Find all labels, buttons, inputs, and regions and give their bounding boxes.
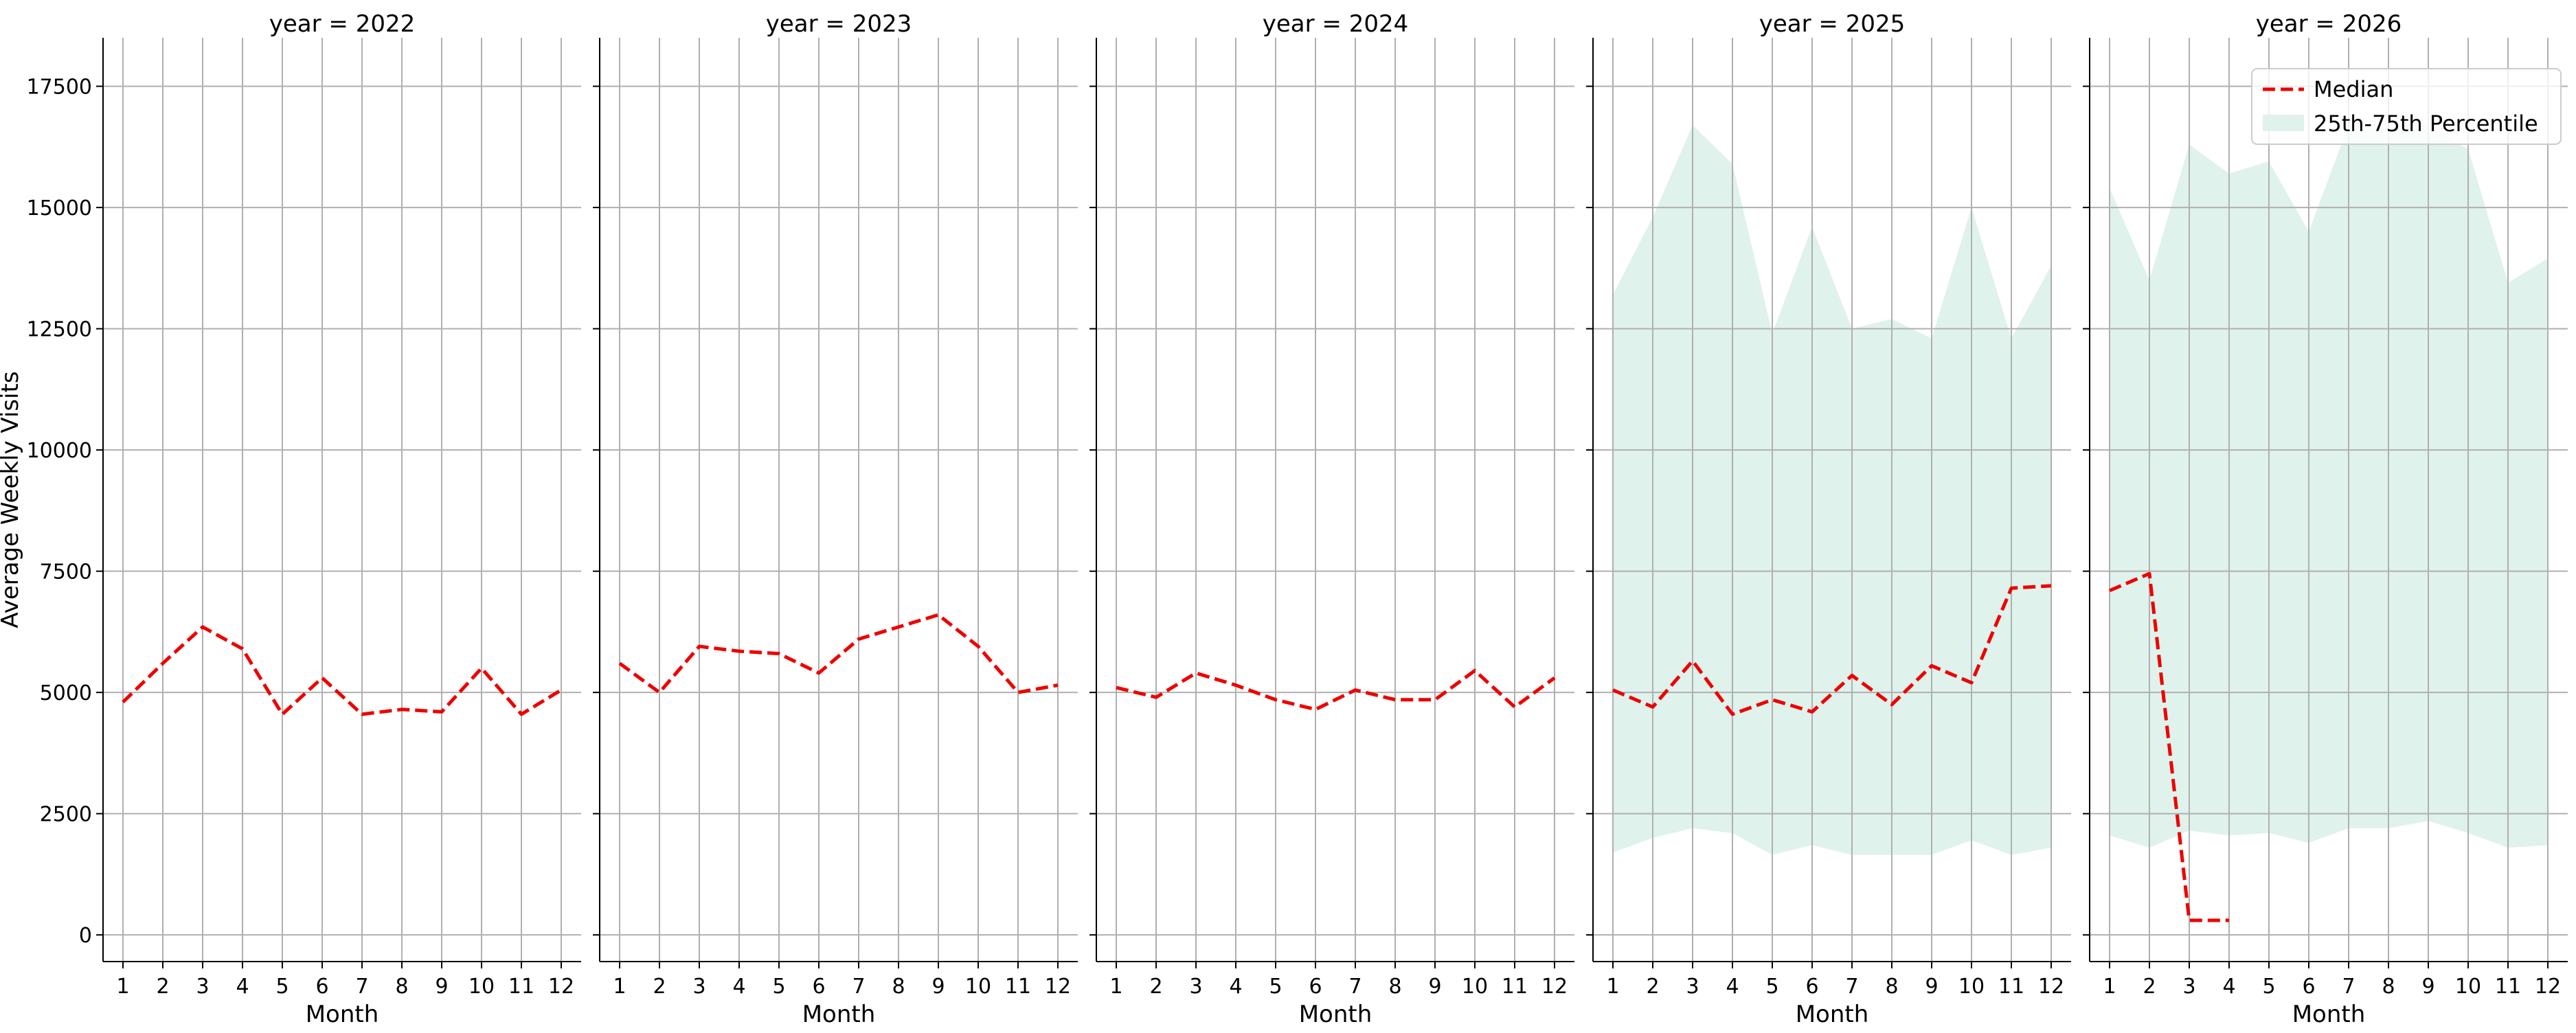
x-tick-label: 6 [315, 975, 328, 999]
x-tick-label: 5 [1269, 975, 1282, 999]
median-line [1612, 584, 2052, 716]
x-tick-label: 6 [1309, 975, 1322, 999]
x-tick-label: 6 [1805, 975, 1818, 999]
legend-band-label: 25th-75th Percentile [2314, 111, 2538, 137]
y-tick-label: 17500 [27, 76, 92, 100]
x-tick-label: 3 [1686, 975, 1699, 999]
y-tick-label: 2500 [40, 803, 92, 827]
median-line [618, 613, 1059, 694]
x-tick-label: 3 [692, 975, 705, 999]
x-tick-label: 9 [435, 975, 448, 999]
x-tick-label: 10 [965, 975, 991, 999]
x-tick-label: 1 [1606, 975, 1619, 999]
legend-band-swatch [2263, 115, 2304, 131]
legend-median-label: Median [2314, 76, 2393, 102]
x-tick-label: 10 [468, 975, 495, 999]
x-tick-label: 9 [1925, 975, 1938, 999]
x-tick-label: 4 [2222, 975, 2235, 999]
x-tick-label: 8 [1885, 975, 1898, 999]
x-tick-label: 3 [2182, 975, 2195, 999]
x-tick-label: 8 [395, 975, 408, 999]
legend: Median 25th-75th Percentile [2251, 68, 2562, 145]
x-tick-label: 5 [2262, 975, 2275, 999]
x-tick-label: 11 [1998, 975, 2024, 999]
y-tick-label: 7500 [40, 560, 92, 584]
legend-box [2251, 68, 2562, 145]
y-axis-label: Average Weekly Visits [0, 371, 24, 628]
x-tick-label: 4 [1726, 975, 1739, 999]
x-axis-label: Month [1796, 1001, 1869, 1028]
x-tick-label: 2 [1149, 975, 1162, 999]
x-tick-label: 2 [653, 975, 666, 999]
x-tick-label: 1 [116, 975, 129, 999]
x-tick-label: 8 [892, 975, 905, 999]
x-tick-label: 5 [275, 975, 289, 999]
median-line [122, 625, 563, 716]
x-tick-label: 11 [2495, 975, 2521, 999]
x-tick-label: 8 [1388, 975, 1401, 999]
x-tick-label: 11 [1502, 975, 1528, 999]
y-tick-label: 5000 [40, 681, 92, 705]
x-tick-label: 10 [1462, 975, 1488, 999]
x-tick-label: 7 [1845, 975, 1858, 999]
x-tick-label: 5 [1765, 975, 1778, 999]
x-tick-label: 9 [2421, 975, 2434, 999]
x-tick-label: 11 [508, 975, 534, 999]
panel-title: year = 2025 [1759, 10, 1905, 38]
panel-title: year = 2024 [1263, 10, 1408, 38]
x-tick-label: 10 [1958, 975, 1985, 999]
x-tick-label: 4 [236, 975, 249, 999]
x-tick-label: 1 [613, 975, 626, 999]
x-tick-label: 6 [2302, 975, 2315, 999]
x-tick-label: 12 [2535, 975, 2561, 999]
x-tick-label: 4 [732, 975, 745, 999]
x-tick-label: 12 [1045, 975, 1071, 999]
x-tick-label: 11 [1005, 975, 1031, 999]
median-line [2109, 571, 2229, 922]
x-axis-label: Month [1299, 1001, 1372, 1028]
x-tick-label: 1 [2103, 975, 2116, 999]
x-tick-label: 2 [1646, 975, 1659, 999]
x-tick-label: 12 [2038, 975, 2064, 999]
x-tick-label: 12 [1541, 975, 1568, 999]
x-tick-label: 9 [931, 975, 945, 999]
panel-title: year = 2026 [2256, 10, 2402, 38]
x-tick-label: 9 [1428, 975, 1441, 999]
panel-title: year = 2022 [269, 10, 415, 38]
x-tick-label: 4 [1229, 975, 1242, 999]
x-tick-label: 5 [772, 975, 785, 999]
percentile-band [2110, 125, 2548, 848]
x-tick-label: 3 [196, 975, 209, 999]
x-tick-label: 7 [852, 975, 865, 999]
y-tick-label: 12500 [27, 318, 92, 342]
panel-title: year = 2023 [766, 10, 912, 38]
y-tick-label: 0 [79, 924, 92, 948]
x-tick-label: 10 [2455, 975, 2481, 999]
median-line [1116, 668, 1556, 712]
x-tick-label: 7 [1348, 975, 1362, 999]
x-tick-label: 8 [2382, 975, 2395, 999]
y-tick-label: 15000 [27, 196, 92, 220]
x-tick-label: 1 [1109, 975, 1122, 999]
y-tick-label: 10000 [27, 439, 92, 463]
x-axis-label: Month [306, 1001, 379, 1028]
x-tick-label: 6 [812, 975, 825, 999]
percentile-band [1613, 125, 2051, 855]
x-tick-label: 2 [2143, 975, 2156, 999]
x-tick-label: 7 [355, 975, 368, 999]
x-tick-label: 7 [2342, 975, 2355, 999]
x-axis-label: Month [2292, 1001, 2366, 1028]
x-tick-label: 12 [548, 975, 574, 999]
x-tick-label: 3 [1189, 975, 1202, 999]
x-axis-label: Month [802, 1001, 876, 1028]
x-tick-label: 2 [156, 975, 169, 999]
